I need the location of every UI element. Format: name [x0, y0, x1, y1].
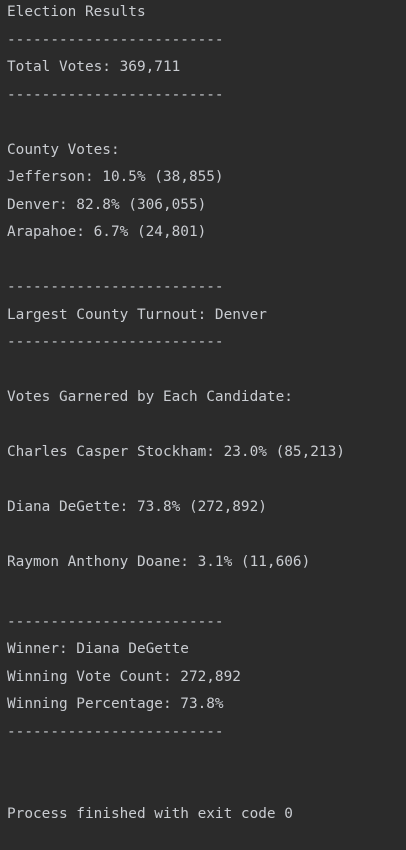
candidate-line-degette: Diana DeGette: 73.8% (272,892) — [7, 499, 267, 515]
winning-count-line: Winning Vote Count: 272,892 — [7, 669, 241, 685]
winning-percentage-line: Winning Percentage: 73.8% — [7, 696, 224, 712]
winner-line: Winner: Diana DeGette — [7, 641, 189, 657]
total-votes-line: Total Votes: 369,711 — [7, 59, 181, 75]
county-votes-header: County Votes: — [7, 142, 120, 158]
candidate-votes-header: Votes Garnered by Each Candidate: — [7, 389, 293, 405]
divider-line: ------------------------- — [7, 614, 224, 630]
largest-county-line: Largest County Turnout: Denver — [7, 307, 267, 323]
divider-line: ------------------------- — [7, 32, 224, 48]
candidate-line-stockham: Charles Casper Stockham: 23.0% (85,213) — [7, 444, 345, 460]
divider-line: ------------------------- — [7, 724, 224, 740]
results-title: Election Results — [7, 4, 146, 20]
process-exit-line: Process finished with exit code 0 — [7, 806, 293, 822]
county-line-jefferson: Jefferson: 10.5% (38,855) — [7, 169, 224, 185]
divider-line: ------------------------- — [7, 279, 224, 295]
divider-line: ------------------------- — [7, 87, 224, 103]
county-line-denver: Denver: 82.8% (306,055) — [7, 197, 207, 213]
candidate-line-doane: Raymon Anthony Doane: 3.1% (11,606) — [7, 554, 311, 570]
county-line-arapahoe: Arapahoe: 6.7% (24,801) — [7, 224, 207, 240]
divider-line: ------------------------- — [7, 334, 224, 350]
